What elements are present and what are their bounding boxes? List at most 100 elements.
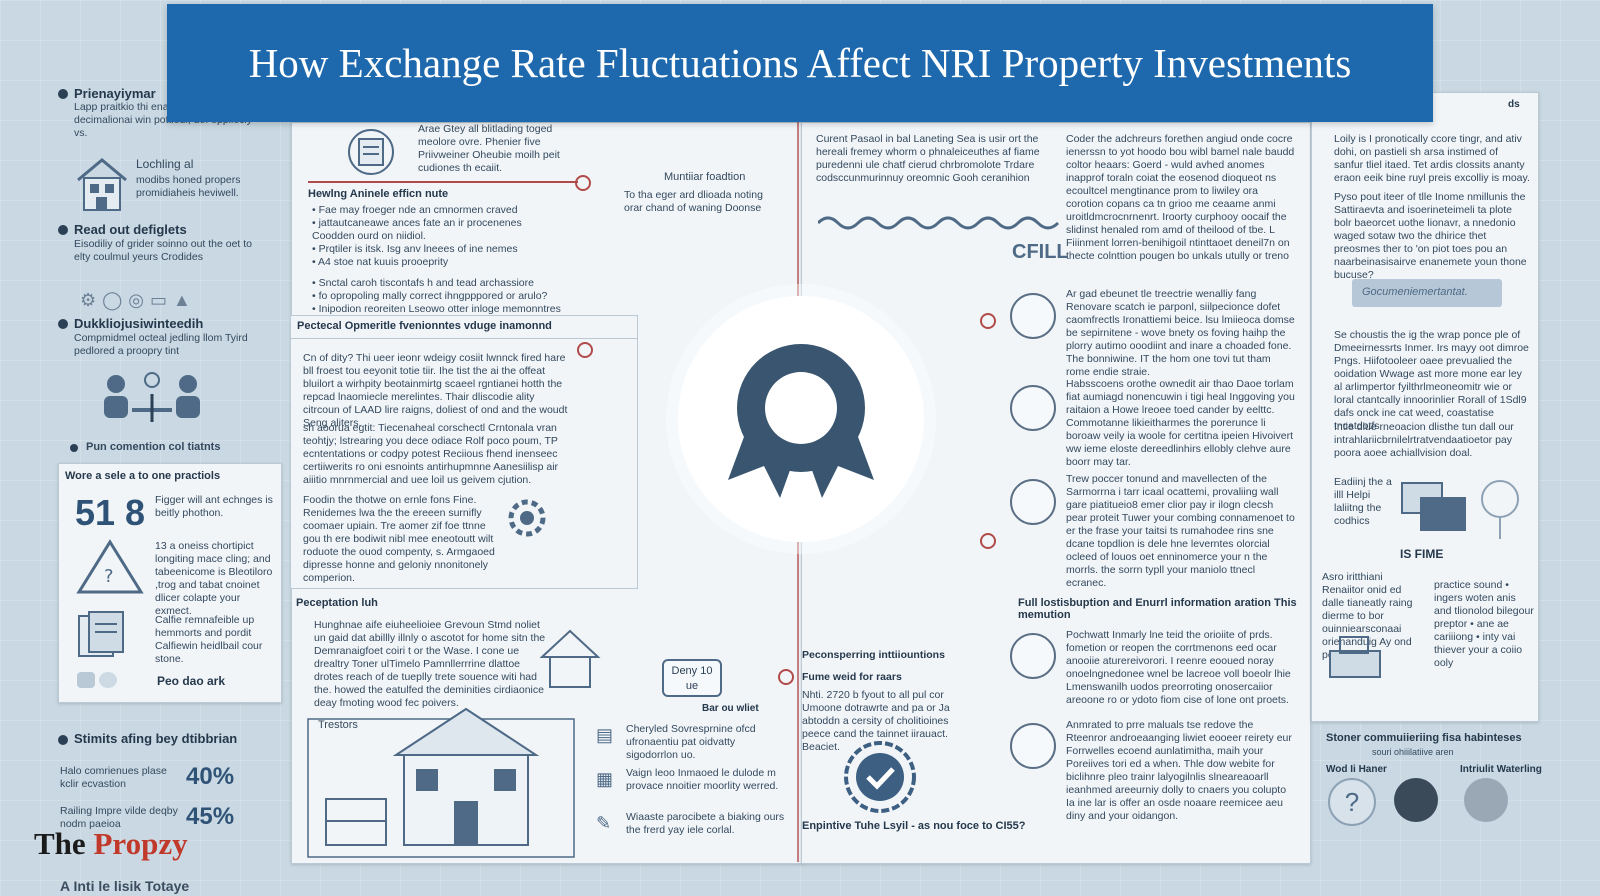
bullet-item: • Prqtiler is itsk. Isg anv lneees of in… [312, 243, 518, 255]
brand-logo: The Propzy [34, 826, 188, 862]
intro-text: Arae Gtey all blitlading toged meolore o… [418, 123, 560, 174]
timeline-node [577, 342, 593, 358]
wave-line [818, 216, 1060, 230]
timeline-node [575, 175, 591, 191]
avatar [1394, 778, 1438, 822]
section-heading: Full lostisbuption and Enurrl informatio… [1018, 597, 1297, 621]
brand-text: The [34, 826, 94, 861]
list-item: ✎ Wiaaste parocibete a biaking ours the … [596, 811, 796, 855]
feature-text: Ar gad ebeunet tle treectrie wenalliy fa… [1066, 288, 1295, 378]
building-icon: ▦ [596, 769, 614, 789]
list-item: ▤ Cheryled Sovresprnine ofcd ufronaentiu… [596, 723, 796, 767]
ribbon-banner: Gocumeniemertantat. [1352, 279, 1502, 307]
checkmark-badge-icon [844, 741, 916, 813]
timeline-node [980, 313, 996, 329]
intro-text: Curent Pasaol in bal Laneting Sea is usi… [816, 133, 1040, 184]
bullet-dot [58, 89, 68, 99]
meeting-people-icon [104, 372, 200, 422]
caption-text: Pun comention col tiatnts [86, 441, 221, 453]
practical-card: Pectecal Opmeritle fvenionntes vduge ina… [290, 315, 638, 589]
center-left-panel: Arae Gtey all blitlading toged meolore o… [290, 122, 803, 864]
documents-icon [78, 611, 124, 657]
list-text: Cheryled Sovresprnine ofcd ufronaentiu p… [626, 723, 756, 761]
ribbon-text: Gocumeniemertantat. [1362, 286, 1468, 298]
bullet-dot [58, 735, 68, 745]
frame-icon [1010, 479, 1056, 525]
mid-note: To tha eger ard dlioada noting orar chan… [624, 189, 763, 214]
person-name: Intriulit Waterling [1460, 764, 1542, 775]
cta-text: Enpintive Tuhe Lsyil - as nou foce to CI… [802, 820, 1026, 832]
title-banner: How Exchange Rate Fluctuations Affect NR… [167, 4, 1433, 122]
card-heading: Peceptation luh [296, 597, 378, 609]
bullet-item: • A4 stoe nat kuuis prooeprity [312, 256, 449, 268]
stats-heading: Stimits afing bey dtibbrian [74, 731, 238, 746]
gear-icon [508, 499, 546, 537]
svg-text:?: ? [104, 566, 114, 587]
timeline-line [308, 181, 578, 183]
mid-label: Muntiiar foadtion [664, 171, 746, 183]
tools-icon: ⚙◯◎▭▲ [80, 290, 197, 310]
badge-line: ue [685, 680, 699, 692]
bullet-item: • Fae may froeger nde an cmnormen craved [312, 204, 518, 216]
timeline-node [778, 669, 794, 685]
bullet-item: • jattautcaneawe ances fate an ir procen… [312, 217, 522, 242]
badge-line: Deny 10 [671, 665, 713, 677]
section-heading: Dukkliojusiwinteedih [74, 316, 204, 331]
stat-value: 40% [186, 763, 235, 790]
page-title: How Exchange Rate Fluctuations Affect NR… [248, 39, 1352, 86]
section-body: Pochwatt Inmarly lne teid the orioiite o… [1066, 629, 1291, 706]
bottom-text: A Inti le lisik Totaye [60, 878, 190, 894]
rosette-emblem-icon [728, 344, 874, 498]
mail-icon [1010, 385, 1056, 431]
house-label: Trestors [318, 719, 358, 731]
small-house-icon [539, 629, 601, 688]
section-body: Eisodiliy of grider soinno out the oet t… [74, 238, 253, 263]
pen-icon: ✎ [596, 813, 612, 833]
stat-label: Halo comrienues plase kclir ecvastion [60, 765, 167, 790]
card-text: Figger will ant echnges is beitly photho… [155, 494, 273, 519]
coins-icon [1010, 723, 1056, 769]
section-body: Anmrated to prre maluals tse redove the … [1066, 719, 1292, 822]
doc-label: Bar ou wliet [702, 703, 759, 714]
timeline-node [980, 533, 996, 549]
card-text: Calfie remnafeible up hemmorts and pordi… [155, 614, 263, 665]
list-item: ▦ Vaign leoo Inmaoed le dulode m provace… [596, 767, 796, 811]
card-body: Hunghnae aife eiuheelioiee Grevoun Stmd … [314, 619, 546, 709]
document-icon [348, 129, 394, 175]
pill-dots [77, 672, 141, 690]
card-footer: Peo dao ark [157, 674, 226, 688]
right-text: Pyso pout iteer of tlle Inome nmillunis … [1334, 191, 1527, 281]
house-icon [77, 158, 127, 211]
section-heading: Lochling al [136, 157, 194, 171]
list-text: Wiaaste parocibete a biaking ours the fr… [626, 811, 785, 836]
side-label: Eadiinj the a illl Helpi laliitng the co… [1334, 476, 1392, 527]
folders-tree-icon [1401, 480, 1519, 539]
icon-list: ▤ Cheryled Sovresprnine ofcd ufronaentiu… [596, 723, 796, 855]
right-text: practice sound • ingers woten anis and t… [1434, 579, 1534, 669]
question-avatar-icon: ? [1328, 778, 1376, 826]
right-panel: ds Loily is I pronotically ccore tingr, … [1311, 92, 1539, 722]
mini-heading: Peconsperring inttiiountions [802, 649, 945, 661]
list-text: Vaign leoo Inmaoed le dulode m provace n… [626, 767, 779, 792]
is-fime-label: IS FIME [1400, 547, 1444, 561]
stat-label: Railing Impre vilde deqby nodm paeioa [60, 805, 178, 830]
feature-text: Trew poccer tonund and mavellecten of th… [1066, 473, 1295, 589]
section-body: Compmidmel octeal jedling llom Tyird ped… [74, 332, 248, 357]
stat-value: 45% [186, 803, 235, 830]
head-icon [1010, 633, 1056, 679]
feature-text: Habsscoens orothe ownedit air thao Daoe … [1066, 378, 1295, 468]
card-text: 13 a oneiss chortipict longiting mace cl… [155, 540, 273, 617]
intro-text: Coder the adchreurs forethen angiud onde… [1066, 133, 1295, 262]
bullet-dot [70, 444, 78, 452]
big-number: 51 8 [75, 492, 146, 533]
top-label: ds [1508, 99, 1520, 110]
machine-icon [1329, 636, 1381, 678]
practicals-card: Wore a sele a to one practiols 51 8 Figg… [58, 463, 282, 703]
section-body: modibs honed propers promidiaheis heviwe… [136, 174, 241, 199]
mini-body: Nhti. 2720 b fyout to all pul cor Umoone… [802, 689, 950, 753]
house-illustration [307, 707, 575, 858]
folder-icon [1010, 293, 1056, 339]
chart-icon: ▤ [596, 725, 614, 745]
card-body: Cn of dity? Thi ueer ieonr wdeigy cosiit… [303, 352, 568, 429]
mini-heading: Fume weid for raars [802, 671, 902, 683]
